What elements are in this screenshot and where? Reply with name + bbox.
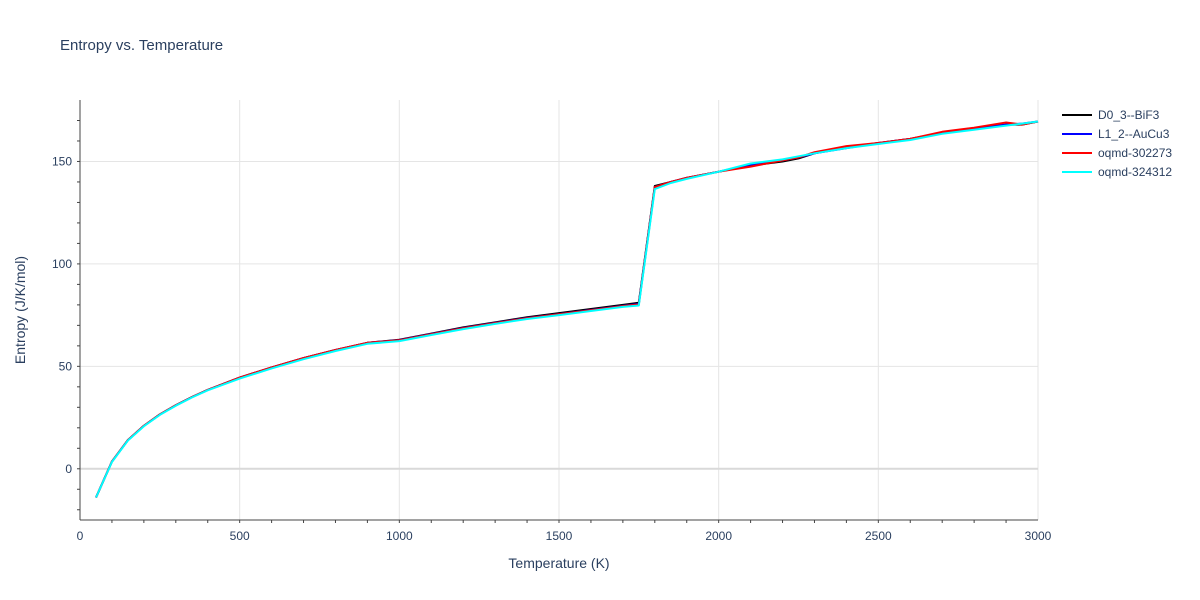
y-tick-label: 0 bbox=[65, 462, 72, 476]
y-tick-label: 150 bbox=[52, 154, 72, 168]
x-tick-label: 0 bbox=[77, 529, 84, 543]
chart-title: Entropy vs. Temperature bbox=[60, 37, 223, 54]
y-tick-label: 100 bbox=[52, 257, 72, 271]
legend-label: oqmd-324312 bbox=[1098, 165, 1172, 179]
legend-label: oqmd-302273 bbox=[1098, 146, 1172, 160]
series-line-oqmd-324312 bbox=[95, 120, 1039, 498]
series-lines bbox=[95, 120, 1039, 498]
legend-item[interactable]: oqmd-324312 bbox=[1062, 165, 1172, 179]
legend-item[interactable]: L1_2--AuCu3 bbox=[1062, 127, 1170, 141]
x-tick-label: 1000 bbox=[386, 529, 413, 543]
x-tick-label: 2500 bbox=[865, 529, 892, 543]
x-axis-title: Temperature (K) bbox=[508, 555, 609, 571]
y-tick-label: 50 bbox=[59, 359, 73, 373]
series-line-d0-3-bif3 bbox=[95, 120, 1039, 498]
legend-item[interactable]: oqmd-302273 bbox=[1062, 146, 1172, 160]
y-axis-title: Entropy (J/K/mol) bbox=[12, 256, 28, 364]
x-tick-label: 2000 bbox=[705, 529, 732, 543]
axes bbox=[77, 100, 1038, 523]
x-tick-label: 3000 bbox=[1025, 529, 1052, 543]
legend-item[interactable]: D0_3--BiF3 bbox=[1062, 108, 1160, 122]
x-tick-label: 500 bbox=[230, 529, 250, 543]
x-tick-label: 1500 bbox=[546, 529, 573, 543]
series-line-oqmd-302273 bbox=[95, 120, 1039, 498]
series-line-l1-2-aucu3 bbox=[95, 120, 1039, 498]
legend-label: L1_2--AuCu3 bbox=[1098, 127, 1170, 141]
legend-label: D0_3--BiF3 bbox=[1098, 108, 1160, 122]
legend[interactable]: D0_3--BiF3 L1_2--AuCu3 oqmd-302273 oqmd-324… bbox=[1062, 108, 1172, 179]
x-tick-labels: 0 500 1000 1500 2000 2500 3000 bbox=[77, 529, 1052, 543]
y-tick-labels: 0 50 100 150 bbox=[52, 154, 72, 475]
grid-lines bbox=[80, 100, 1039, 520]
